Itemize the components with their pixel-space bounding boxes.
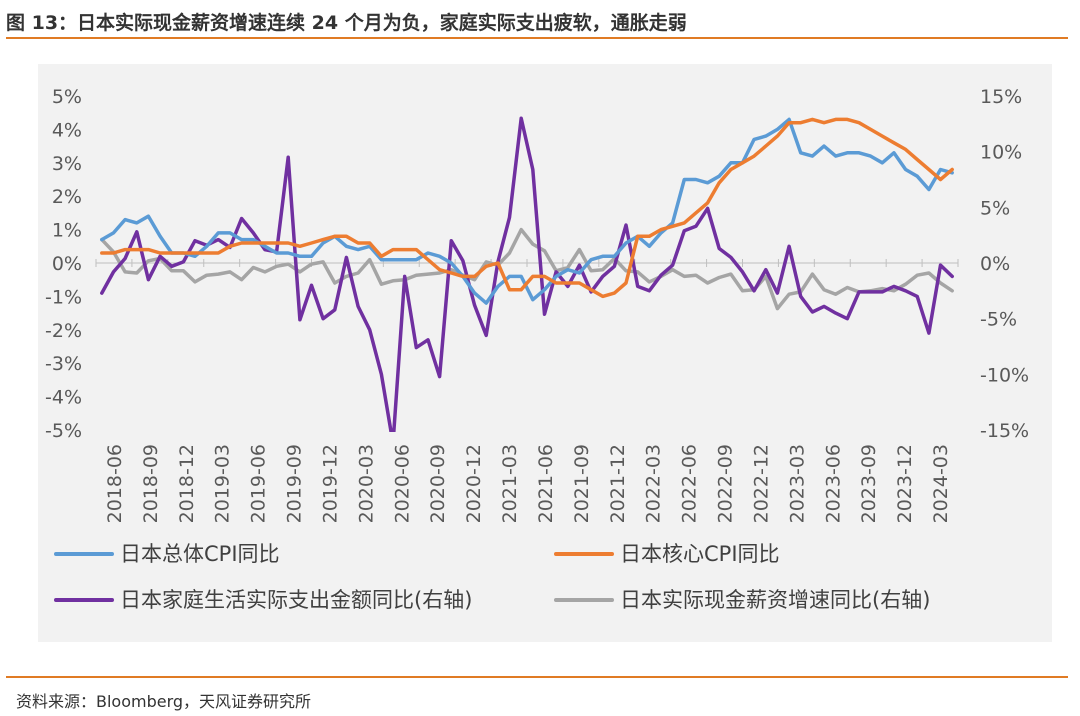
y-right-tick-label: -5% xyxy=(980,309,1017,331)
source-note: 资料来源：Bloomberg，天风证券研究所 xyxy=(16,692,312,711)
x-tick-label: 2021-09 xyxy=(571,444,593,523)
legend-label-2: 日本家庭生活实际支出金额同比(右轴) xyxy=(120,588,472,612)
x-tick-label: 2023-09 xyxy=(858,444,880,523)
series-line-1 xyxy=(100,117,954,299)
x-tick-label: 2018-12 xyxy=(176,444,198,523)
y-left-tick-label: 3% xyxy=(52,153,82,175)
x-tick-label: 2021-06 xyxy=(535,444,557,523)
x-tick-label: 2022-12 xyxy=(750,444,772,523)
series-line-2 xyxy=(100,116,954,432)
title-divider xyxy=(6,37,1068,39)
figure-title: 图 13：日本实际现金薪资增速连续 24 个月为负，家庭实际支出疲软，通胀走弱 xyxy=(6,12,687,34)
legend-label-3: 日本实际现金薪资增速同比(右轴) xyxy=(620,588,930,612)
x-tick-label: 2023-06 xyxy=(822,444,844,523)
legend-label-1: 日本核心CPI同比 xyxy=(620,542,780,566)
y-left-tick-label: 5% xyxy=(52,86,82,108)
x-tick-label: 2019-12 xyxy=(319,444,341,523)
footer-divider xyxy=(6,676,1068,678)
y-left-tick-label: 2% xyxy=(52,186,82,208)
x-tick-label: 2024-03 xyxy=(930,444,952,523)
x-tick-label: 2020-09 xyxy=(427,444,449,523)
x-tick-label: 2018-09 xyxy=(140,444,162,523)
x-tick-label: 2019-06 xyxy=(248,444,270,523)
x-tick-label: 2022-06 xyxy=(679,444,701,523)
x-tick-label: 2021-12 xyxy=(607,444,629,523)
y-right-tick-label: -10% xyxy=(980,364,1029,386)
x-tick-label: 2019-03 xyxy=(212,444,234,523)
y-left-tick-label: -1% xyxy=(45,286,82,308)
y-left-tick-label: -4% xyxy=(45,387,82,409)
x-tick-label: 2023-12 xyxy=(894,444,916,523)
x-tick-label: 2020-12 xyxy=(463,444,485,523)
chart-svg: 5% 4% 3% 2% 1% 0% -1% -2% -3% -4% -5% 15% 10% 5% 0% -5%… xyxy=(45,86,1029,612)
x-tick-label: 2018-06 xyxy=(104,444,126,523)
series-line-0 xyxy=(100,117,954,305)
y-left-tick-label: 4% xyxy=(52,119,82,141)
y-right-tick-label: 10% xyxy=(980,142,1022,164)
legend-label-0: 日本总体CPI同比 xyxy=(120,542,280,566)
x-tick-label: 2022-03 xyxy=(643,444,665,523)
y-right-tick-label: -15% xyxy=(980,420,1029,442)
x-tick-label: 2023-03 xyxy=(786,444,808,523)
y-right-tick-label: 15% xyxy=(980,86,1022,108)
y-left-tick-label: 0% xyxy=(52,253,82,275)
x-tick-label: 2019-09 xyxy=(284,444,306,523)
x-tick-label: 2020-06 xyxy=(391,444,413,523)
x-tick-label: 2020-03 xyxy=(355,444,377,523)
y-left-tick-label: -3% xyxy=(45,353,82,375)
y-left-tick-label: -2% xyxy=(45,320,82,342)
y-left-tick-label: -5% xyxy=(45,420,82,442)
series-line-3 xyxy=(100,227,954,311)
y-left-tick-label: 1% xyxy=(52,220,82,242)
y-right-tick-label: 0% xyxy=(980,253,1010,275)
x-tick-label: 2022-09 xyxy=(715,444,737,523)
chart-panel: 5% 4% 3% 2% 1% 0% -1% -2% -3% -4% -5% 15% 10% 5% 0% -5%… xyxy=(38,64,1052,642)
x-tick-label: 2021-03 xyxy=(499,444,521,523)
y-right-tick-label: 5% xyxy=(980,197,1010,219)
